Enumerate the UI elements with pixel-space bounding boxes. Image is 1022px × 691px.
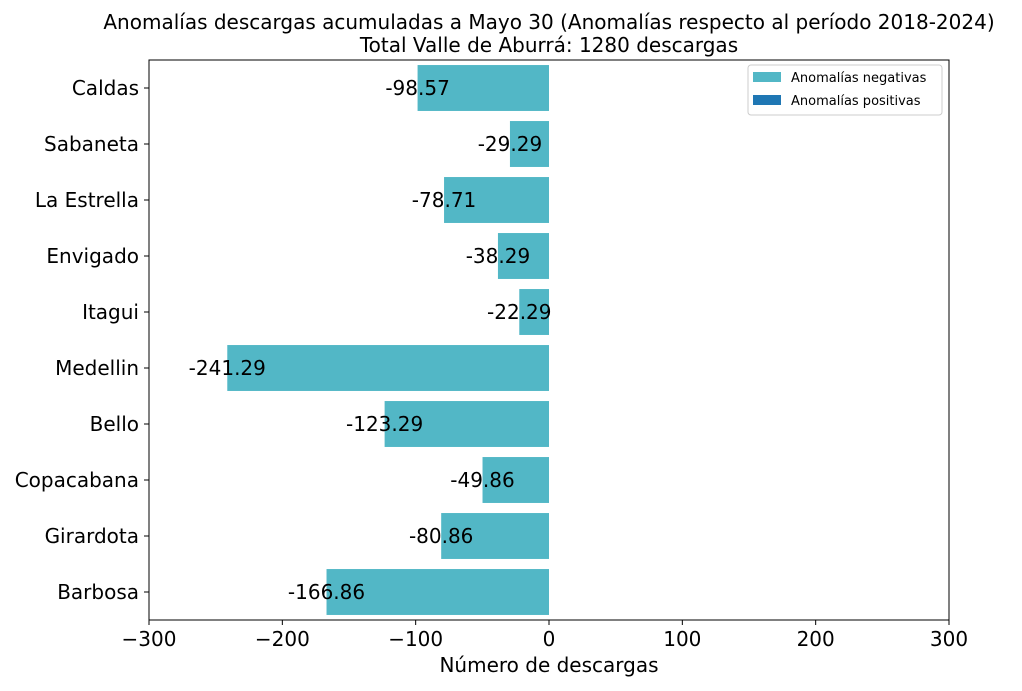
bar-itagui bbox=[519, 289, 549, 335]
y-tick-label-medellin: Medellin bbox=[55, 356, 139, 380]
bar-envigado bbox=[497, 233, 549, 279]
value-label-caldas: -98.57 bbox=[385, 76, 449, 100]
value-label-girardota: -80.86 bbox=[409, 524, 473, 548]
legend-label-positive: Anomalías positivas bbox=[791, 94, 921, 109]
y-tick-label-barbosa: Barbosa bbox=[57, 580, 139, 604]
value-labels-layer: -98.57 -29.29 -78.71 -38.29 -22.29 -241.29 -12… bbox=[189, 76, 552, 604]
value-label-medellin: -241.29 bbox=[189, 356, 266, 380]
chart-title-line-2: Total Valle de Aburrá: 1280 descargas bbox=[359, 33, 738, 57]
y-tick-label-itagui: Itagui bbox=[82, 300, 139, 324]
x-axis: −300 −200 −100 0 100 200 300 bbox=[122, 620, 968, 651]
x-tick-label-6: 300 bbox=[930, 627, 968, 651]
y-tick-label-caldas: Caldas bbox=[72, 76, 139, 100]
x-tick-label-5: 200 bbox=[797, 627, 835, 651]
legend-label-negative: Anomalías negativas bbox=[791, 71, 927, 86]
bars-layer bbox=[227, 65, 549, 615]
y-tick-label-girardota: Girardota bbox=[45, 524, 139, 548]
y-axis: Caldas Sabaneta La Estrella Envigado Itagui M… bbox=[15, 76, 149, 604]
legend-box bbox=[747, 64, 943, 116]
value-label-envigado: -38.29 bbox=[466, 244, 530, 268]
bar-bello bbox=[384, 401, 549, 447]
value-label-barbosa: -166.86 bbox=[288, 580, 365, 604]
y-tick-label-la-estrella: La Estrella bbox=[35, 188, 139, 212]
value-label-la-estrella: -78.71 bbox=[412, 188, 476, 212]
value-label-bello: -123.29 bbox=[346, 412, 423, 436]
value-label-itagui: -22.29 bbox=[487, 300, 551, 324]
x-tick-label-4: 100 bbox=[663, 627, 701, 651]
y-tick-label-copacabana: Copacabana bbox=[15, 468, 139, 492]
bar-la-estrella bbox=[444, 177, 549, 223]
y-tick-label-envigado: Envigado bbox=[46, 244, 139, 268]
bar-barbosa bbox=[326, 569, 549, 615]
x-tick-label-3: 0 bbox=[543, 627, 556, 651]
y-tick-label-sabaneta: Sabaneta bbox=[44, 132, 139, 156]
x-tick-label-1: −200 bbox=[255, 627, 310, 651]
bar-copacabana bbox=[482, 457, 549, 503]
value-label-copacabana: -49.86 bbox=[450, 468, 514, 492]
x-tick-label-0: −300 bbox=[122, 627, 177, 651]
legend: Anomalías negativas Anomalías positivas bbox=[747, 64, 943, 116]
value-label-sabaneta: -29.29 bbox=[478, 132, 542, 156]
bar-caldas bbox=[417, 65, 549, 111]
x-axis-label: Número de descargas bbox=[439, 653, 658, 677]
x-tick-label-2: −100 bbox=[388, 627, 443, 651]
bar-girardota bbox=[441, 513, 549, 559]
legend-swatch-negative bbox=[753, 72, 781, 82]
y-tick-label-bello: Bello bbox=[90, 412, 139, 436]
chart-title-line-1: Anomalías descargas acumuladas a Mayo 30… bbox=[103, 10, 994, 34]
bar-medellin bbox=[227, 345, 549, 391]
legend-swatch-positive bbox=[753, 95, 781, 105]
bar-sabaneta bbox=[509, 121, 549, 167]
